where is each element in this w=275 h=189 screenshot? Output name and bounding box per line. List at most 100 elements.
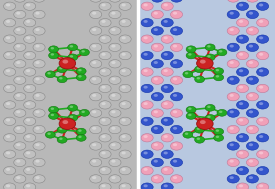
Circle shape [259,20,263,23]
Circle shape [4,35,16,43]
Circle shape [144,53,148,56]
Circle shape [16,45,20,48]
Circle shape [99,51,111,60]
Circle shape [141,101,153,109]
Circle shape [16,110,20,113]
Circle shape [33,10,45,19]
Circle shape [154,176,158,179]
Circle shape [111,110,116,113]
Circle shape [90,158,102,167]
Circle shape [257,2,269,10]
Circle shape [6,102,10,105]
Circle shape [144,4,148,6]
Circle shape [6,184,10,187]
Circle shape [109,60,121,68]
Circle shape [119,68,131,76]
Circle shape [57,136,67,143]
Circle shape [59,67,63,69]
Circle shape [236,68,249,76]
Circle shape [154,77,158,81]
Circle shape [227,142,239,150]
Circle shape [144,119,148,122]
Circle shape [227,60,239,68]
Circle shape [111,176,116,179]
Circle shape [239,168,243,171]
Circle shape [35,61,40,64]
Circle shape [109,10,121,19]
Circle shape [16,61,20,64]
Circle shape [78,75,82,77]
Circle shape [92,160,96,163]
Circle shape [35,94,40,97]
Circle shape [239,86,243,89]
Circle shape [230,77,234,81]
Circle shape [216,136,219,138]
Circle shape [119,150,131,158]
Circle shape [195,126,205,133]
Circle shape [214,134,224,141]
Circle shape [90,109,102,117]
Circle shape [24,68,36,76]
Circle shape [26,53,30,56]
Circle shape [14,10,26,19]
Circle shape [90,93,102,101]
Circle shape [188,53,192,56]
Circle shape [259,53,263,56]
Circle shape [49,106,59,113]
Circle shape [111,77,116,81]
Circle shape [259,152,263,154]
Circle shape [249,12,253,15]
Circle shape [99,183,111,189]
Circle shape [161,101,173,109]
Circle shape [173,45,177,48]
Circle shape [90,27,102,35]
Circle shape [246,60,258,68]
Circle shape [246,0,258,2]
Circle shape [35,28,40,31]
Circle shape [119,183,131,189]
Circle shape [173,61,177,64]
Circle shape [33,175,45,183]
Circle shape [144,152,148,154]
Circle shape [51,53,54,56]
Circle shape [239,119,243,122]
Circle shape [207,45,211,47]
Circle shape [92,45,96,48]
Circle shape [246,142,258,150]
Circle shape [24,35,36,43]
Circle shape [111,28,116,31]
Circle shape [51,108,54,110]
Circle shape [216,129,219,132]
Circle shape [14,27,26,35]
Circle shape [122,119,126,122]
Circle shape [57,76,67,83]
Circle shape [24,51,36,60]
Circle shape [205,115,215,121]
Circle shape [141,2,153,10]
Circle shape [236,2,249,10]
Circle shape [259,36,263,39]
Circle shape [14,60,26,68]
Circle shape [45,71,55,78]
Circle shape [151,125,163,134]
Circle shape [170,43,183,52]
Circle shape [68,54,78,61]
Circle shape [230,160,234,163]
Circle shape [151,109,163,117]
Circle shape [111,12,116,15]
Circle shape [4,68,16,76]
Circle shape [33,76,45,84]
Circle shape [257,150,269,158]
Circle shape [216,75,219,77]
Circle shape [188,47,192,50]
Circle shape [57,126,67,133]
Circle shape [151,0,163,2]
Circle shape [164,119,168,122]
Circle shape [151,93,163,101]
Circle shape [16,28,20,31]
Circle shape [122,4,126,6]
Circle shape [173,127,177,130]
Circle shape [92,176,96,179]
Circle shape [141,167,153,175]
Circle shape [230,12,234,15]
